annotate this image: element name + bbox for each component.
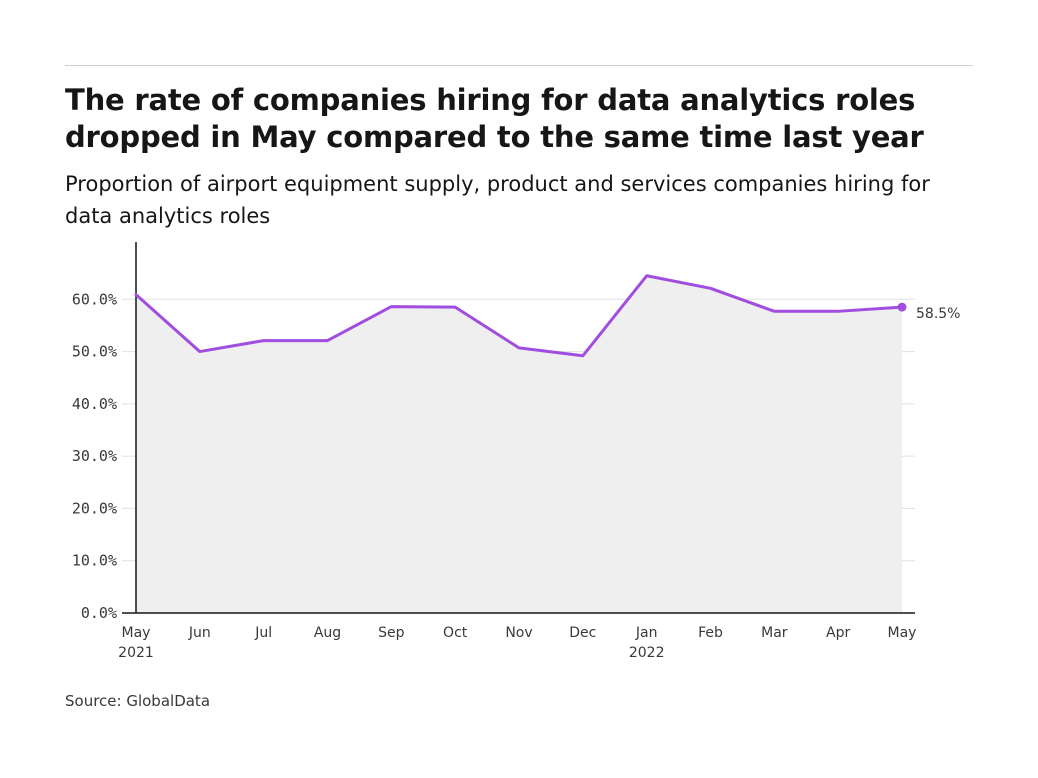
- end-label-group: 58.5%: [916, 306, 960, 322]
- source-note: Source: GlobalData: [65, 692, 211, 710]
- series-line: [134, 274, 904, 358]
- x-tick-label-8-year: 2022: [629, 645, 665, 661]
- x-tick-label-0: May: [122, 625, 151, 641]
- x-tick-label-3: Aug: [314, 625, 341, 641]
- area-fill: [136, 275, 902, 613]
- x-tick-label-8: Jan: [635, 625, 658, 641]
- x-tick-label-11: Apr: [826, 625, 850, 641]
- y-tick-label-5: 50.0%: [72, 343, 117, 361]
- series-line-group: [134, 274, 907, 358]
- y-tick-label-4: 40.0%: [72, 395, 117, 413]
- chart-title: The rate of companies hiring for data an…: [65, 83, 924, 154]
- end-value-label: 58.5%: [916, 306, 960, 322]
- y-tick-label-2: 20.0%: [72, 499, 117, 517]
- y-tick-label-3: 30.0%: [72, 447, 117, 465]
- x-tick-label-6: Nov: [505, 625, 532, 641]
- axes: [122, 242, 915, 614]
- x-tick-label-12: May: [888, 625, 917, 641]
- end-point-marker: [897, 302, 907, 312]
- x-tick-label-10: Mar: [761, 625, 788, 641]
- y-tick-label-1: 10.0%: [72, 552, 117, 570]
- x-tick-label-2: Jul: [254, 625, 272, 641]
- chart-subtitle: Proportion of airport equipment supply, …: [65, 172, 930, 228]
- x-tick-label-1: Jun: [188, 625, 211, 641]
- x-tick-label-5: Oct: [443, 625, 468, 641]
- y-tick-label-0: 0.0%: [81, 604, 117, 622]
- y-axis-tick-labels: 0.0% 10.0% 20.0% 30.0% 40.0% 50.0% 60.0%: [72, 290, 117, 622]
- top-divider: [65, 65, 973, 66]
- area-fill-group: [136, 275, 902, 613]
- x-tick-label-9: Feb: [698, 625, 723, 641]
- x-tick-label-0-year: 2021: [118, 645, 154, 661]
- x-axis-tick-labels: May 2021 Jun Jul Aug Sep Oct Nov Dec Jan 2022 Feb Ma…: [118, 625, 916, 661]
- line-chart: 0.0% 10.0% 20.0% 30.0% 40.0% 50.0% 60.0% May 20…: [72, 242, 960, 661]
- y-tick-label-6: 60.0%: [72, 290, 117, 308]
- x-tick-label-7: Dec: [569, 625, 596, 641]
- x-tick-label-4: Sep: [378, 625, 405, 641]
